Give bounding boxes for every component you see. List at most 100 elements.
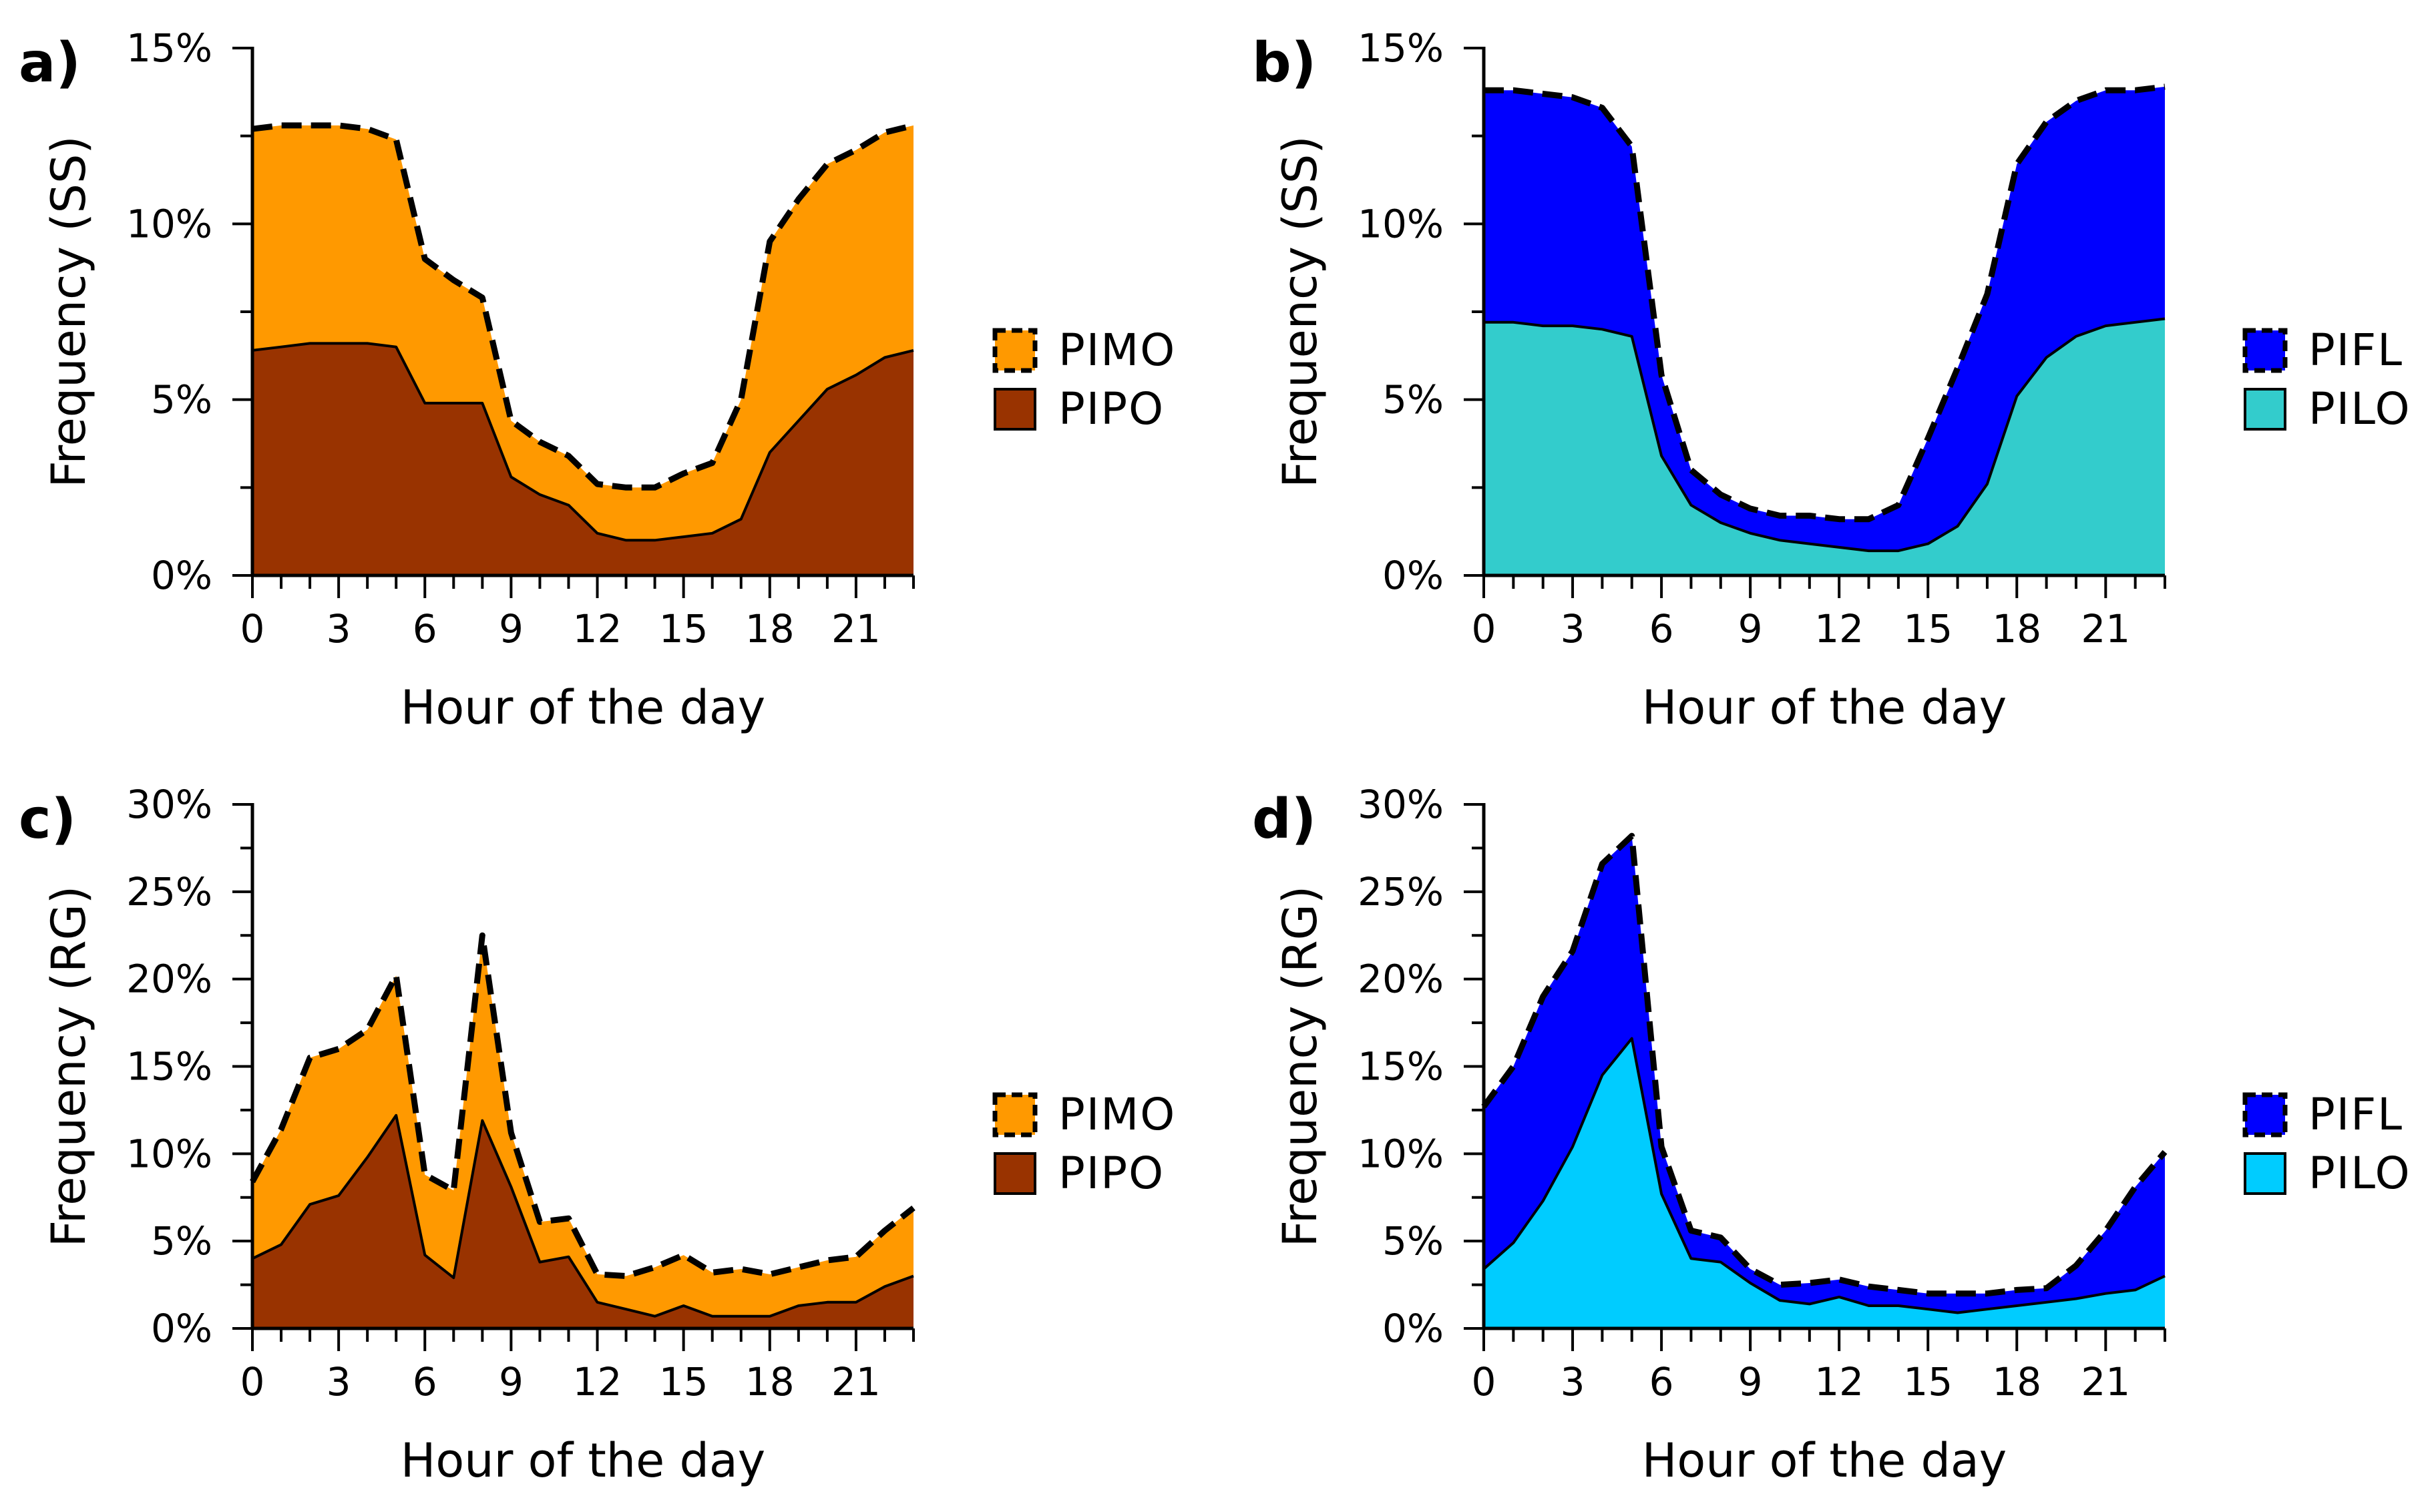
x-tick-label: 15 xyxy=(659,1359,708,1405)
y-tick-label: 10% xyxy=(126,201,212,246)
legend: PIFL PILO xyxy=(2242,1089,2411,1199)
x-tick-label: 3 xyxy=(327,1359,351,1405)
legend-swatch-pipo xyxy=(994,1152,1036,1195)
y-tick-label: 15% xyxy=(1358,25,1444,71)
legend-swatch-pipo xyxy=(994,388,1036,431)
legend-label-pipo: PIPO xyxy=(1058,383,1165,435)
y-axis-title: Frequency (SS) xyxy=(1273,136,1328,487)
panel-a: 0 3 6 9 12 15 18 21 0% 5% 10% 15% Hour of the day Fre… xyxy=(19,25,1176,735)
legend-swatch-pilo xyxy=(2244,388,2286,431)
legend-label-pipo: PIPO xyxy=(1058,1148,1165,1199)
legend-label-pilo: PILO xyxy=(2308,1148,2411,1199)
line-pipo xyxy=(252,342,914,542)
area-pimo xyxy=(252,935,914,1316)
x-tick-label: 15 xyxy=(659,606,708,652)
y-tick-label: 30% xyxy=(1358,782,1444,827)
x-tick-label: 18 xyxy=(745,606,795,652)
line-pifl xyxy=(1481,832,2168,1297)
y-tick-label: 0% xyxy=(151,553,212,598)
axes: 0 3 6 9 12 15 18 21 0% 5% 10% 15% 20% 25% 30% xyxy=(126,782,915,1405)
x-tick-label: 0 xyxy=(240,1359,265,1405)
y-tick-label: 0% xyxy=(1382,1306,1444,1351)
y-tick-label: 30% xyxy=(126,782,212,827)
x-tick-label: 15 xyxy=(1903,606,1953,652)
x-tick-label: 6 xyxy=(1649,1359,1674,1405)
legend-swatch-pifl xyxy=(2242,1092,2288,1138)
y-tick-label: 10% xyxy=(126,1131,212,1176)
x-tick-label: 3 xyxy=(1561,606,1585,652)
x-tick-label: 6 xyxy=(1649,606,1674,652)
x-tick-label: 0 xyxy=(1472,1359,1496,1405)
x-tick-label: 9 xyxy=(1738,606,1763,652)
y-tick-label: 5% xyxy=(1382,1218,1444,1264)
legend-swatch-pifl xyxy=(2242,328,2288,373)
legend-label-pimo: PIMO xyxy=(1058,324,1176,376)
legend-swatch-pilo xyxy=(2244,1152,2286,1195)
areas xyxy=(252,122,915,575)
legend-label-pifl: PIFL xyxy=(2308,1089,2403,1140)
panel-label: c) xyxy=(19,788,76,851)
line-pilo xyxy=(1482,1037,2166,1314)
x-tick-label: 21 xyxy=(2081,1359,2130,1405)
x-tick-label: 6 xyxy=(413,606,437,652)
x-tick-label: 18 xyxy=(745,1359,795,1405)
areas xyxy=(1481,832,2168,1328)
panel-b: 0 3 6 9 12 15 18 21 0% 5% 10% 15% Hour of the day Fre… xyxy=(1252,25,2411,735)
area-pipo xyxy=(252,1115,914,1328)
x-tick-label: 15 xyxy=(1903,1359,1953,1405)
x-axis-title: Hour of the day xyxy=(1642,680,2007,735)
x-axis-title: Hour of the day xyxy=(401,1433,765,1488)
area-pipo xyxy=(252,343,914,575)
y-tick-label: 5% xyxy=(1382,377,1444,423)
x-tick-label: 12 xyxy=(1814,606,1864,652)
panel-label: b) xyxy=(1252,31,1316,95)
areas xyxy=(250,932,916,1328)
panel-d: 0 3 6 9 12 15 18 21 0% 5% 10% 15% 20% 25% 30% Hour of t… xyxy=(1252,782,2411,1488)
y-tick-label: 0% xyxy=(151,1306,212,1351)
line-pipo xyxy=(252,1113,914,1318)
x-tick-label: 18 xyxy=(1992,1359,2041,1405)
y-axis-title: Frequency (SS) xyxy=(41,136,96,487)
legend-swatch-pimo xyxy=(992,1092,1038,1138)
x-tick-label: 9 xyxy=(499,606,524,652)
axes: 0 3 6 9 12 15 18 21 0% 5% 10% 15% xyxy=(1358,25,2166,652)
x-tick-label: 21 xyxy=(831,606,881,652)
x-tick-label: 12 xyxy=(573,606,622,652)
x-axis-title: Hour of the day xyxy=(1642,1433,2007,1488)
y-tick-label: 10% xyxy=(1358,1131,1444,1176)
x-tick-label: 0 xyxy=(240,606,265,652)
legend-swatch-pimo xyxy=(992,328,1038,373)
x-tick-label: 3 xyxy=(327,606,351,652)
y-tick-label: 25% xyxy=(1358,869,1444,915)
axes: 0 3 6 9 12 15 18 21 0% 5% 10% 15% xyxy=(126,25,915,652)
x-tick-label: 9 xyxy=(499,1359,524,1405)
x-tick-label: 12 xyxy=(1814,1359,1864,1405)
y-tick-label: 5% xyxy=(151,1218,212,1264)
x-axis-title: Hour of the day xyxy=(401,680,765,735)
legend-label-pimo: PIMO xyxy=(1058,1089,1176,1140)
y-tick-label: 15% xyxy=(1358,1044,1444,1089)
x-tick-label: 12 xyxy=(573,1359,622,1405)
panel-label: d) xyxy=(1252,788,1316,851)
area-pifl xyxy=(1484,836,2165,1313)
x-tick-label: 21 xyxy=(2081,606,2130,652)
legend: PIMO PIPO xyxy=(992,1089,1176,1199)
line-pimo xyxy=(252,122,915,491)
area-pilo xyxy=(1484,1038,2165,1328)
y-tick-label: 25% xyxy=(126,869,212,915)
panel-label: a) xyxy=(19,31,81,95)
legend-label-pifl: PIFL xyxy=(2308,324,2403,376)
x-tick-label: 21 xyxy=(831,1359,881,1405)
y-tick-label: 0% xyxy=(1382,553,1444,598)
y-tick-label: 15% xyxy=(126,1044,212,1089)
line-pimo xyxy=(250,932,916,1279)
legend: PIMO PIPO xyxy=(992,324,1176,435)
x-tick-label: 0 xyxy=(1472,606,1496,652)
y-tick-label: 10% xyxy=(1358,201,1444,246)
y-axis-title: Frequency (RG) xyxy=(1273,886,1328,1247)
legend-label-pilo: PILO xyxy=(2308,383,2411,435)
y-tick-label: 15% xyxy=(126,25,212,71)
x-tick-label: 9 xyxy=(1738,1359,1763,1405)
x-tick-label: 18 xyxy=(1992,606,2041,652)
